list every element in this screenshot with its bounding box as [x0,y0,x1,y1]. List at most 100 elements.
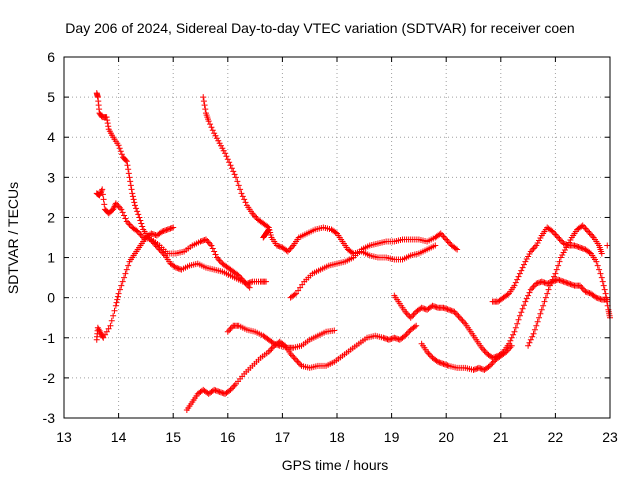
data-point-dense [133,205,140,212]
data-point-dense [155,245,162,252]
data-point-dense [340,259,347,266]
data-point [213,254,220,261]
data-point-dense [561,247,568,254]
data-point-dense [480,366,487,373]
data-point-dense [410,311,417,318]
data-point-dense [213,387,220,394]
y-tick-label: 0 [47,290,55,306]
data-point-dense [97,329,104,336]
data-point-dense [439,304,446,311]
data-point-dense [234,271,241,278]
x-tick-label: 13 [56,429,72,445]
data-point-dense [168,224,175,231]
data-point-dense [114,293,121,300]
data-point-dense [422,346,429,353]
data-point [216,388,223,395]
data-point-dense [337,354,344,361]
data-point [456,314,463,321]
x-tick-labels: 13 14 15 16 17 18 19 20 21 22 23 [56,429,618,445]
data-point-dense [133,227,140,234]
data-point-dense [452,245,459,252]
data-point-dense [226,327,233,334]
data-point-dense [103,328,110,335]
data-point [202,236,209,243]
data-point-dense [107,208,114,215]
data-point-dense [227,266,234,273]
data-point-dense [572,228,579,235]
data-point [107,322,114,329]
y-tick-label: 6 [47,49,55,65]
data-point-dense [217,268,224,275]
data-point-dense [343,244,350,251]
data-point-dense [503,292,510,299]
data-point [560,240,567,247]
data-point-dense [477,342,484,349]
data-point-dense [400,306,407,313]
data-point-dense [154,241,161,248]
y-tick-label: 4 [47,129,55,145]
data-point-dense [209,266,216,273]
data-point-dense [361,336,368,343]
data-point [246,284,253,291]
data-point-dense [177,266,184,273]
data-point [566,280,573,287]
data-point-dense [122,270,129,277]
data-point-dense [441,235,448,242]
data-point-dense [552,231,559,238]
data-point-dense [515,316,522,323]
data-point-dense [135,211,142,218]
data-point-dense [200,263,207,270]
data-point-dense [310,227,317,234]
data-point-dense [109,132,116,139]
data-point-dense [296,343,303,350]
data-point-dense [551,273,558,280]
data-point-dense [110,312,117,319]
data-point-dense [545,280,552,287]
data-point-dense [250,328,257,335]
data-point-dense [529,333,536,340]
data-point-dense [228,165,235,172]
data-point-dense [534,280,541,287]
data-point-dense [575,282,582,289]
data-point-dense [413,251,420,258]
data-point-dense [481,347,488,354]
data-point [560,278,567,285]
data-point-dense [525,292,532,299]
data-series-5 [260,226,272,241]
data-point-dense [307,272,314,279]
data-point [522,298,529,305]
data-point-dense [460,319,467,326]
data-point-dense [315,267,322,274]
data-point-dense [405,253,412,260]
data-point-dense [545,286,552,293]
data-point-dense [601,286,608,293]
data-point-dense [395,298,402,305]
data-point-dense [578,245,585,252]
data-point-dense [568,281,575,288]
data-point-dense [530,245,537,252]
data-point [443,236,450,243]
data-point-dense [576,224,583,231]
data-point-dense [166,225,173,232]
data-point-dense [587,231,594,238]
data-point-dense [372,254,379,261]
data-point-dense [515,273,522,280]
y-tick-label: 1 [47,250,55,266]
data-point-dense [193,392,200,399]
data-point-dense [586,229,593,236]
data-point-dense [514,276,521,283]
data-point-dense [589,232,596,239]
data-point-dense [123,266,130,273]
data-point-dense [195,239,202,246]
data-point-dense [574,243,581,250]
data-point [112,302,119,309]
y-tick-label: -1 [43,330,56,346]
data-point-dense [560,249,567,256]
grid-layer [63,56,611,419]
data-point [516,312,523,319]
data-point-dense [263,350,270,357]
data-point-dense [241,325,248,332]
data-point-dense [585,248,592,255]
data-point-dense [603,294,610,301]
data-point-dense [253,214,260,221]
